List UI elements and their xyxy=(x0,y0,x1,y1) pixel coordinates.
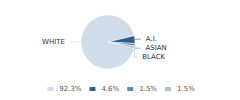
svg-text:1.5%: 1.5% xyxy=(177,85,195,93)
svg-text:A.I.: A.I. xyxy=(146,35,157,43)
svg-text:BLACK: BLACK xyxy=(142,53,165,61)
svg-text:92.3%: 92.3% xyxy=(59,85,82,93)
svg-text:WHITE: WHITE xyxy=(42,38,65,46)
svg-text:1.5%: 1.5% xyxy=(139,85,157,93)
svg-text:ASIAN: ASIAN xyxy=(145,44,166,52)
svg-text:4.6%: 4.6% xyxy=(101,85,119,93)
